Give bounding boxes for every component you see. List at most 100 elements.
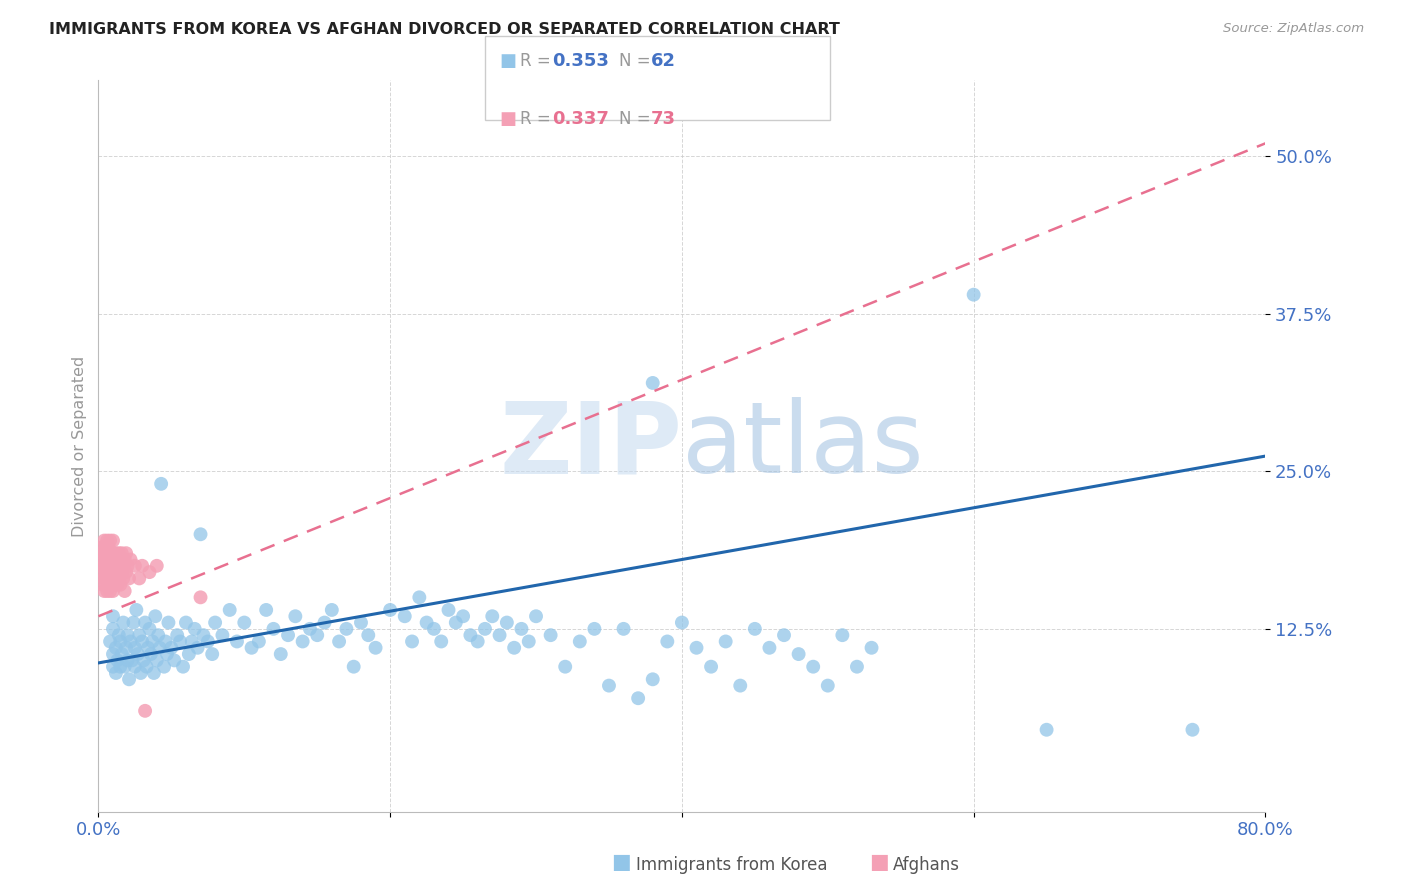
Point [108,571,131,585]
Point [101,622,124,636]
Point [96,584,118,599]
Point [714,634,737,648]
Point [226,634,249,648]
Point [111,565,134,579]
Point [163,653,186,667]
Point [97,565,120,579]
Point [193,628,215,642]
Point [105,552,128,566]
Point [143,609,166,624]
Point [114,552,136,566]
Text: ■: ■ [499,52,516,70]
Text: Afghans: Afghans [893,856,960,874]
Text: R =: R = [520,52,557,70]
Text: R =: R = [520,110,557,128]
Point [481,609,503,624]
Point [110,659,132,673]
Point [1035,723,1057,737]
Point [101,546,124,560]
Point [211,628,233,642]
Point [104,665,127,680]
Point [104,565,127,579]
Point [444,615,467,630]
Point [254,603,277,617]
Point [150,476,173,491]
Point [148,628,170,642]
Point [314,615,336,630]
Point [94,552,117,566]
Point [105,558,128,573]
Point [201,647,224,661]
Point [517,634,540,648]
Point [91,540,114,554]
Point [91,552,114,566]
Point [488,628,510,642]
Point [166,628,188,642]
Point [124,558,146,573]
Point [218,603,240,617]
Point [98,558,121,573]
Point [860,640,883,655]
Point [111,546,134,560]
Point [132,653,155,667]
Point [101,659,124,673]
Point [155,634,177,648]
Point [270,647,292,661]
Point [380,603,402,617]
Point [120,552,142,566]
Point [98,584,121,599]
Point [685,640,707,655]
Text: 73: 73 [651,110,676,128]
Text: 62: 62 [651,52,676,70]
Point [98,533,121,548]
Point [100,571,122,585]
Point [134,615,156,630]
Point [100,552,122,566]
Point [307,628,329,642]
Point [744,622,766,636]
Point [101,584,124,599]
Point [93,571,115,585]
Point [583,622,606,636]
Point [117,653,139,667]
Point [437,603,460,617]
Point [401,634,423,648]
Point [197,634,219,648]
Point [233,615,256,630]
Point [612,622,634,636]
Point [93,558,115,573]
Point [180,634,202,648]
Text: Source: ZipAtlas.com: Source: ZipAtlas.com [1223,22,1364,36]
Text: Immigrants from Korea: Immigrants from Korea [636,856,827,874]
Point [121,653,143,667]
Point [136,640,159,655]
Point [641,376,664,390]
Point [124,659,146,673]
Point [110,558,132,573]
Point [343,659,366,673]
Point [115,565,138,579]
Point [142,665,165,680]
Point [96,546,118,560]
Point [773,628,796,642]
Point [787,647,810,661]
Point [117,558,139,573]
Point [118,673,141,687]
Point [96,558,118,573]
Point [496,615,519,630]
Point [96,571,118,585]
Point [277,628,299,642]
Point [91,578,114,592]
Point [801,659,824,673]
Point [114,584,136,599]
Point [156,647,179,661]
Point [101,571,124,585]
Text: IMMIGRANTS FROM KOREA VS AFGHAN DIVORCED OR SEPARATED CORRELATION CHART: IMMIGRANTS FROM KOREA VS AFGHAN DIVORCED… [49,22,841,37]
Point [568,634,591,648]
Point [108,628,131,642]
Point [962,287,984,301]
Point [94,578,117,592]
Point [129,665,152,680]
Point [128,628,150,642]
Point [146,558,169,573]
